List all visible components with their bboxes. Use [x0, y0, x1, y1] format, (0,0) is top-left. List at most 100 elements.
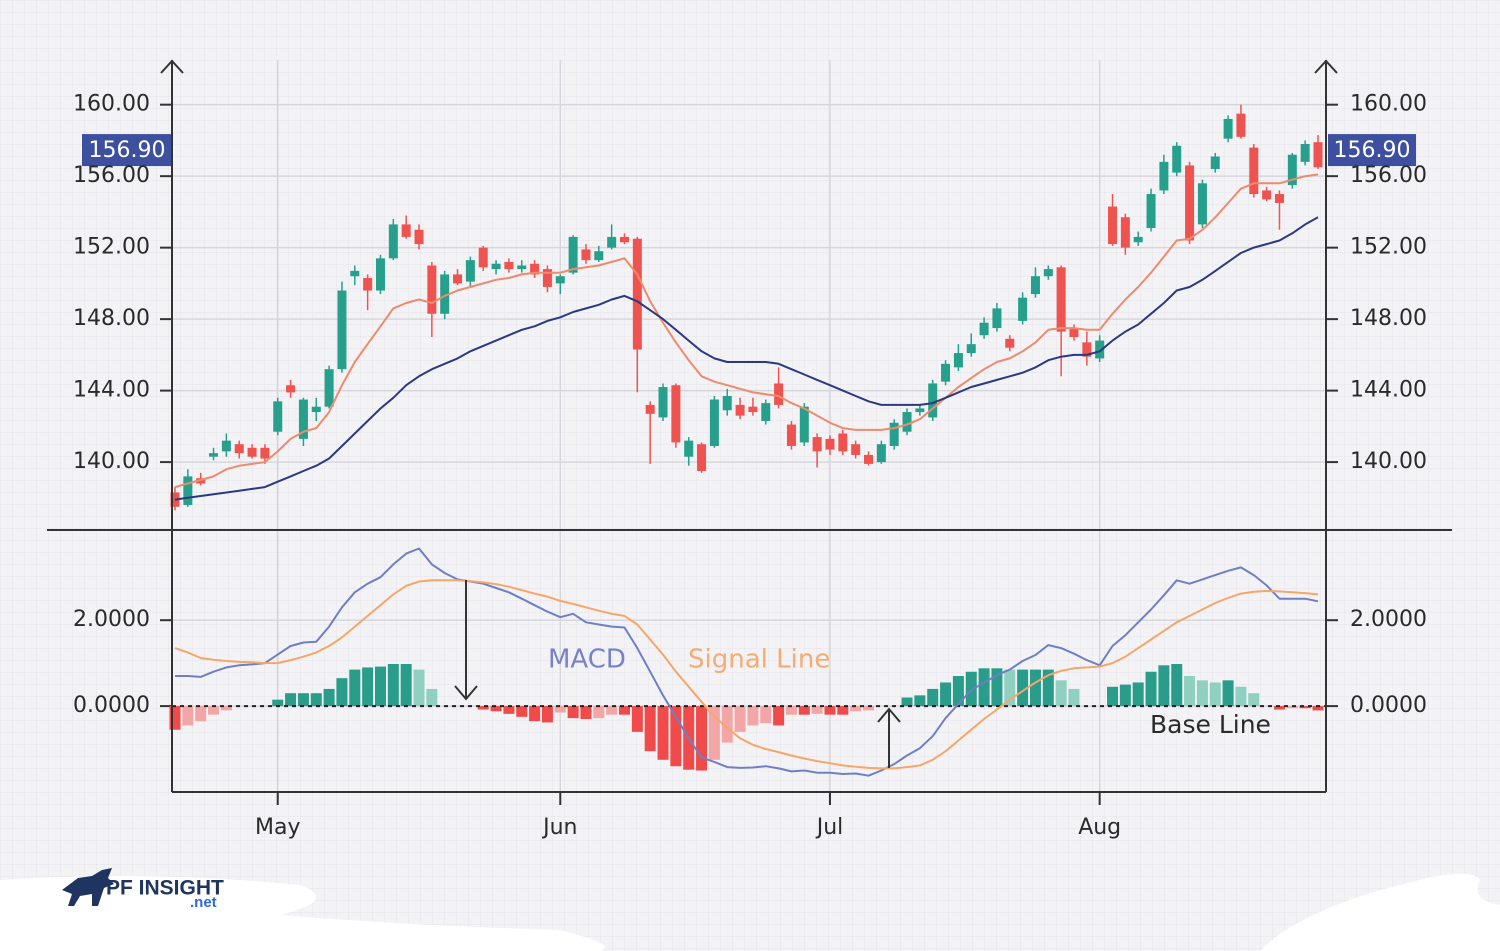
axis-arrow: [160, 59, 184, 74]
histogram-bar: [208, 706, 220, 715]
histogram-bar: [323, 688, 335, 707]
histogram-bar: [1209, 682, 1221, 707]
histogram-bar: [644, 706, 656, 752]
y-tick-label: 160.00: [1350, 92, 1427, 117]
histogram-bar: [927, 688, 939, 707]
histogram-bar: [169, 706, 181, 730]
y-tick-label: 156.00: [1350, 163, 1427, 188]
histogram-bar: [1312, 706, 1324, 711]
histogram-bar: [1286, 706, 1298, 709]
histogram-bar: [850, 706, 862, 712]
candle-body: [581, 249, 591, 261]
candle-body: [465, 260, 475, 282]
brush: [0, 876, 605, 951]
candle-body: [748, 406, 758, 413]
histogram-bar: [708, 706, 720, 760]
x-tick-label: Jul: [815, 815, 844, 840]
candle-body: [1095, 340, 1105, 359]
candle-body: [1043, 269, 1053, 277]
candle-body: [632, 238, 642, 350]
candle-body: [337, 290, 347, 370]
histogram-bar: [272, 699, 284, 707]
candle-body: [478, 247, 488, 268]
candle-body: [1197, 183, 1207, 225]
y-tick-label: 152.00: [73, 235, 150, 260]
histogram-bar: [1196, 680, 1208, 707]
histogram-bar: [965, 671, 977, 707]
candle-body: [1108, 206, 1118, 245]
histogram-bar: [413, 669, 425, 707]
histogram-bar: [426, 688, 438, 707]
histogram-bar: [978, 668, 990, 707]
candle-body: [799, 406, 809, 443]
histogram-bar: [387, 664, 399, 707]
histogram-bar: [374, 666, 386, 707]
candle-body: [414, 229, 424, 245]
histogram-bar: [593, 706, 605, 719]
candle-body: [1185, 165, 1195, 241]
histogram-bar: [1235, 686, 1247, 707]
histogram-bar: [400, 664, 412, 707]
histogram-bar: [1055, 680, 1067, 707]
candle-body: [491, 263, 501, 270]
histogram-bar: [747, 706, 759, 726]
candle-body: [979, 322, 989, 336]
histogram-bar: [1273, 706, 1285, 710]
candle-body: [324, 369, 334, 407]
candle-body: [209, 453, 219, 457]
brand-logo: PF INSIGHT .net: [62, 868, 224, 911]
histogram-bar: [567, 706, 579, 719]
last-price-box: [82, 134, 172, 167]
axes: [47, 59, 1452, 793]
histogram-bar: [1004, 669, 1016, 707]
candle-body: [170, 492, 180, 507]
candle-body: [1056, 267, 1066, 332]
signal-label: Signal Line: [688, 645, 830, 675]
y-tick-label: 140.00: [73, 449, 150, 474]
candle-body: [1018, 297, 1028, 321]
histogram-bar: [580, 706, 592, 719]
histogram-bar: [477, 706, 489, 710]
candle-body: [363, 278, 373, 291]
histogram-bar: [1017, 669, 1029, 707]
histogram-bar: [824, 706, 836, 715]
bull-icon: [62, 868, 114, 906]
histogram-bar: [554, 706, 566, 713]
candle-body: [1210, 156, 1220, 170]
candle-body: [1069, 328, 1079, 337]
histogram-bar: [696, 706, 708, 771]
histogram-bar: [991, 668, 1003, 707]
axis-arrow: [1314, 59, 1338, 74]
candle-body: [1030, 276, 1040, 295]
histogram-bar: [657, 706, 669, 760]
candle-body: [350, 270, 360, 277]
histogram-bar: [1299, 706, 1311, 709]
candle-body: [247, 447, 257, 457]
candle-body: [517, 265, 527, 270]
histogram-bar: [1107, 686, 1119, 707]
y-tick-label: 2.0000: [73, 607, 150, 632]
candle-body: [1300, 143, 1310, 162]
candle-body: [568, 236, 578, 273]
histogram-bar: [1068, 688, 1080, 707]
last-price-box: [1328, 134, 1416, 167]
y-tick-label: 140.00: [1350, 449, 1427, 474]
candle-body: [298, 399, 308, 439]
candle-body: [427, 265, 437, 314]
x-tick-label: Jun: [541, 815, 577, 840]
candle-body: [375, 258, 385, 291]
candle-body: [928, 383, 938, 418]
candle-body: [709, 399, 719, 447]
candle-body: [851, 444, 861, 455]
candle-body: [941, 363, 951, 382]
histogram-bar: [362, 667, 374, 707]
candle-body: [915, 408, 925, 413]
candle-body: [273, 401, 283, 432]
y-tick-label: 160.00: [73, 92, 150, 117]
candle-body: [966, 344, 976, 354]
histogram-bar: [220, 706, 232, 711]
candle-body: [440, 274, 450, 314]
candle-body: [684, 440, 694, 457]
x-tick-label: Aug: [1078, 815, 1121, 840]
